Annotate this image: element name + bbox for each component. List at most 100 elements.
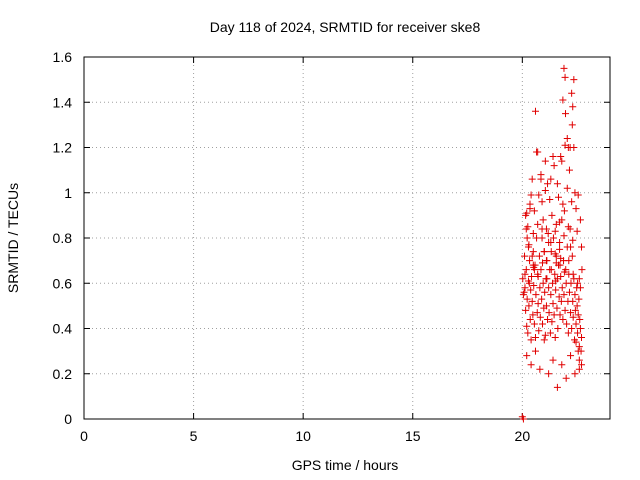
data-point <box>551 270 559 278</box>
data-point <box>574 311 582 319</box>
data-point <box>525 279 533 287</box>
data-point <box>535 252 543 260</box>
data-point <box>523 295 531 303</box>
data-point <box>541 186 549 194</box>
data-point <box>528 297 536 305</box>
data-point <box>537 175 545 183</box>
data-point <box>541 331 549 339</box>
data-point <box>576 315 584 323</box>
data-point <box>559 315 567 323</box>
data-point <box>541 288 549 296</box>
y-tick-label: 0.2 <box>53 366 73 382</box>
data-point <box>522 266 530 274</box>
data-point <box>527 336 535 344</box>
data-point <box>534 272 542 280</box>
data-point <box>568 121 576 129</box>
data-point <box>558 284 566 292</box>
data-point <box>567 352 575 360</box>
data-point <box>562 374 570 382</box>
data-point <box>567 279 575 287</box>
data-point <box>576 325 584 332</box>
data-point <box>528 175 536 183</box>
data-point <box>527 361 535 369</box>
data-point <box>578 361 586 369</box>
data-point <box>554 193 562 201</box>
data-point <box>557 254 565 262</box>
data-point <box>549 153 557 161</box>
data-point <box>546 329 554 337</box>
data-point <box>545 370 553 378</box>
data-point <box>552 277 560 285</box>
data-point <box>549 356 557 364</box>
data-point <box>569 236 577 244</box>
data-point <box>523 322 531 330</box>
y-tick-label: 1.4 <box>53 94 73 110</box>
data-point <box>528 252 536 260</box>
data-point <box>560 291 568 299</box>
data-point <box>556 245 564 253</box>
data-point <box>551 250 559 258</box>
data-point <box>552 259 560 267</box>
data-point <box>573 227 581 235</box>
data-point <box>557 153 565 161</box>
data-point <box>572 320 580 328</box>
x-tick-label: 20 <box>515 428 531 444</box>
data-point <box>545 309 553 317</box>
data-point <box>561 73 569 81</box>
data-point <box>536 313 544 321</box>
data-point <box>547 266 555 274</box>
data-point <box>531 107 539 115</box>
x-tick-label: 10 <box>295 428 311 444</box>
data-point <box>549 300 557 308</box>
data-point <box>538 198 546 206</box>
data-point <box>569 103 577 111</box>
data-point <box>569 313 577 321</box>
data-point <box>520 288 528 296</box>
data-point <box>535 327 543 335</box>
data-point <box>568 198 576 206</box>
data-point <box>544 229 552 237</box>
data-point <box>574 329 582 337</box>
data-point <box>556 218 564 226</box>
data-point <box>531 347 539 355</box>
y-tick-label: 0 <box>64 411 72 427</box>
data-point <box>534 300 542 308</box>
data-point <box>578 334 586 342</box>
data-point <box>571 291 579 299</box>
data-point <box>561 306 569 314</box>
data-point <box>553 304 561 312</box>
data-point <box>545 284 553 292</box>
data-point <box>563 320 571 328</box>
data-point <box>574 347 582 355</box>
data-point <box>556 239 564 247</box>
data-point <box>571 306 579 314</box>
data-point <box>573 302 581 310</box>
y-tick-label: 0.4 <box>53 321 73 337</box>
data-point <box>526 315 534 323</box>
data-point <box>529 261 537 269</box>
data-point <box>547 248 555 256</box>
data-point <box>555 293 563 301</box>
data-point <box>551 227 559 235</box>
data-point <box>523 209 531 217</box>
data-point <box>536 365 544 373</box>
data-point <box>572 338 580 346</box>
data-point <box>550 162 558 170</box>
data-point <box>530 282 538 290</box>
x-tick-label: 15 <box>405 428 421 444</box>
data-point <box>565 288 573 296</box>
data-point <box>578 243 586 251</box>
data-point <box>565 257 573 265</box>
data-point <box>571 189 579 197</box>
data-point <box>570 76 578 84</box>
data-points <box>518 64 586 423</box>
data-point <box>523 234 531 242</box>
data-point <box>530 320 538 328</box>
data-point <box>543 275 551 283</box>
data-point <box>567 309 575 317</box>
data-point <box>575 365 583 373</box>
data-point <box>527 286 535 294</box>
data-point <box>542 302 550 310</box>
data-point <box>564 223 572 231</box>
